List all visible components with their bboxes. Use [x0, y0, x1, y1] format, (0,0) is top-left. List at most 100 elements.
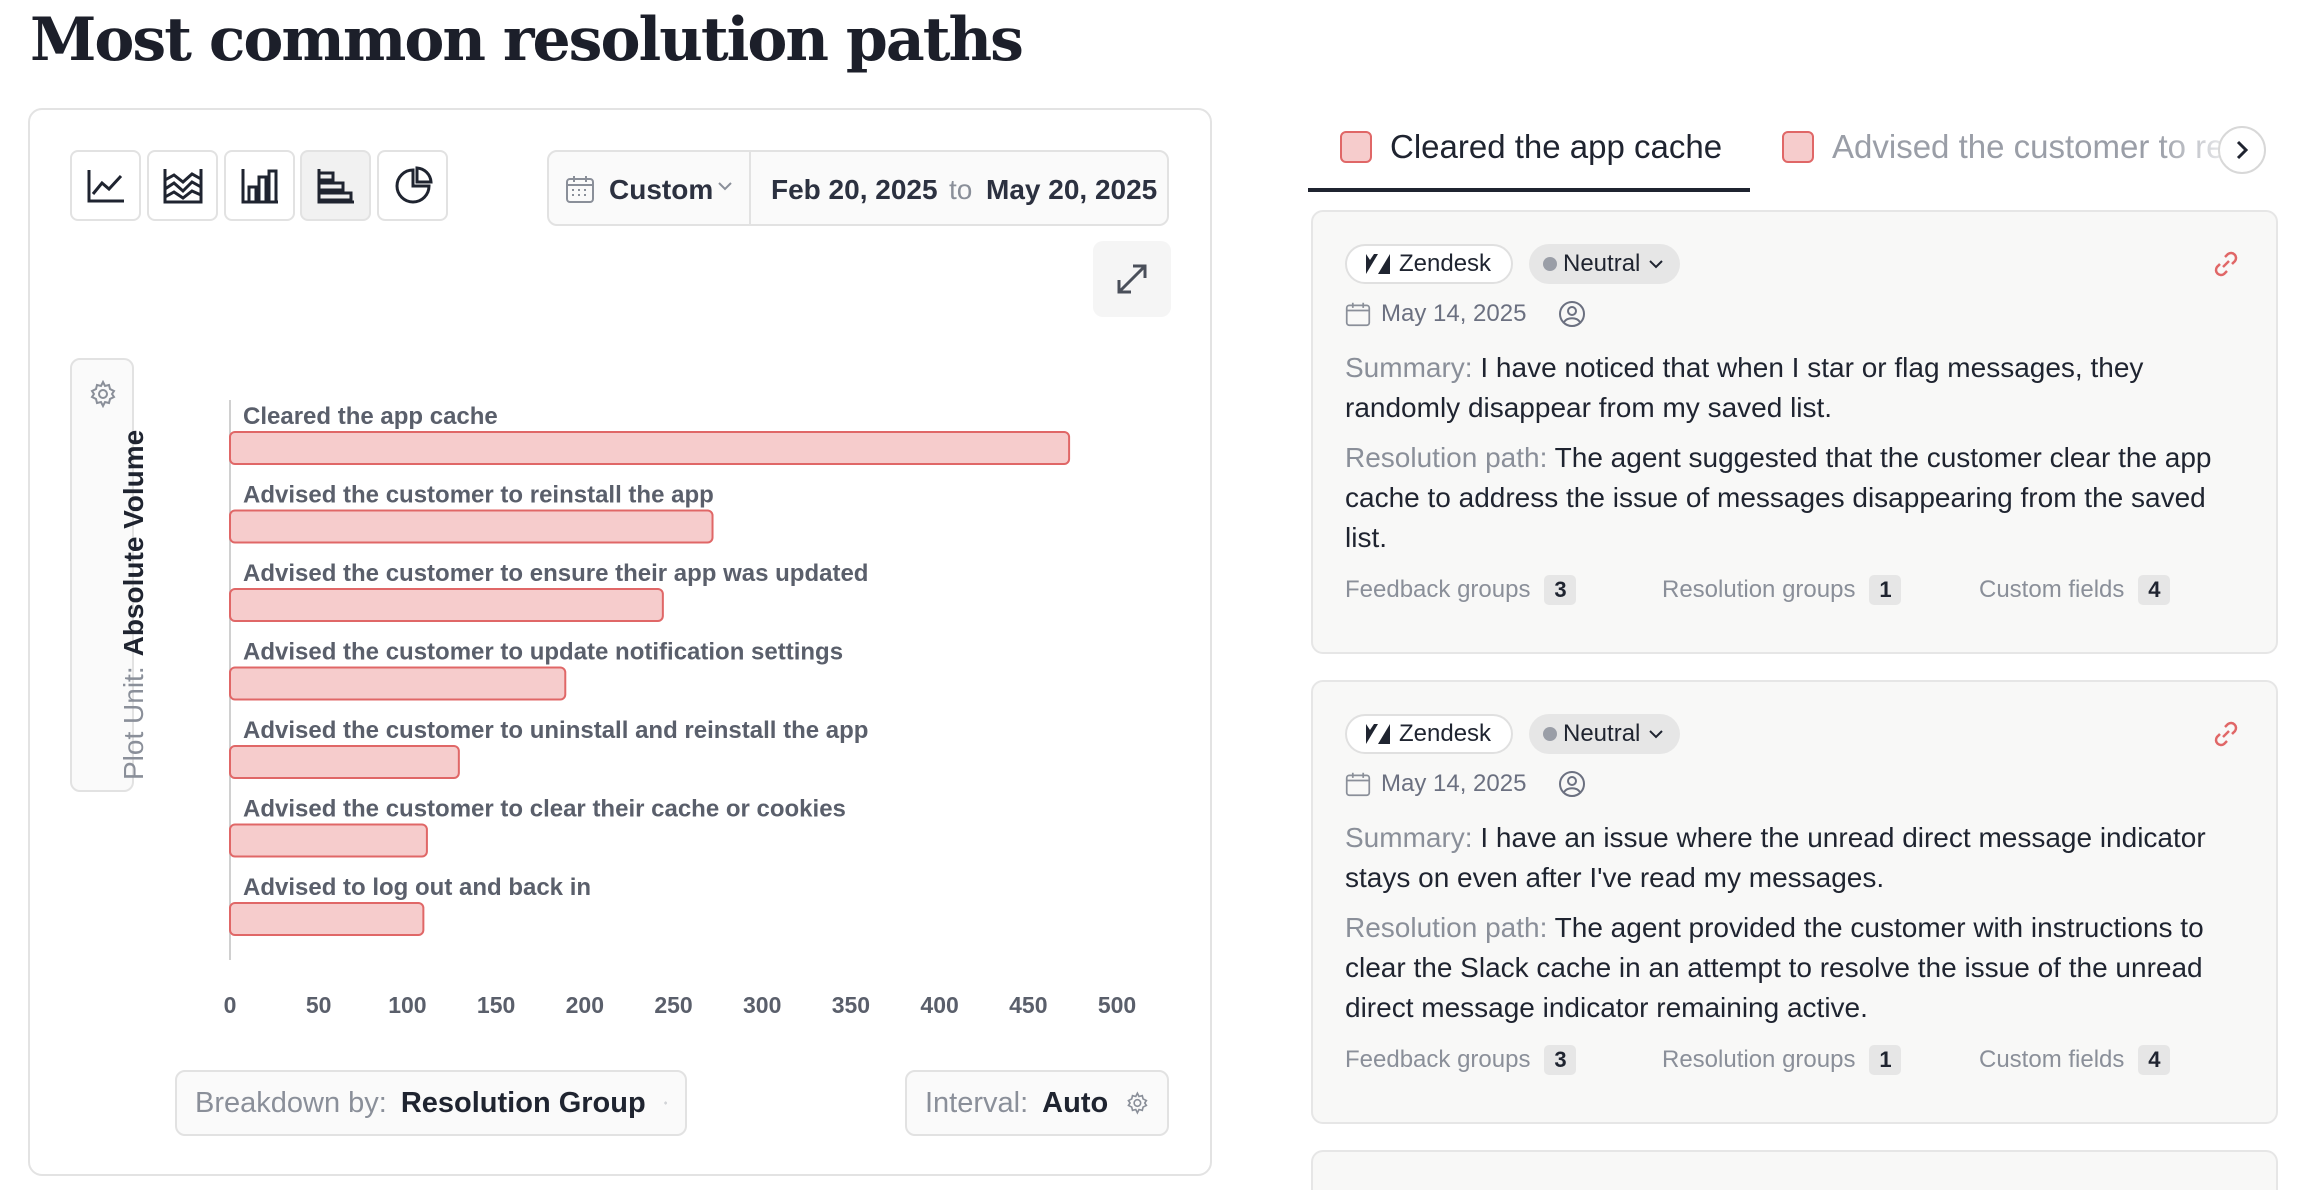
resolution-groups[interactable]: Resolution groups 1: [1662, 1045, 1902, 1075]
x-tick-label: 150: [477, 992, 515, 1018]
x-tick-label: 100: [388, 992, 426, 1018]
tab-cleared-app-cache[interactable]: Cleared the app cache: [1340, 128, 1722, 166]
category-label: Advised the customer to ensure their app…: [243, 560, 868, 587]
resolution-groups-label: Resolution groups: [1662, 1046, 1856, 1073]
card-date: May 14, 2025: [1381, 300, 1527, 327]
range-preset-select[interactable]: Custom: [609, 174, 714, 205]
feedback-groups[interactable]: Feedback groups 3: [1345, 575, 1577, 605]
feedback-groups-count: 3: [1544, 1045, 1577, 1075]
bar[interactable]: [229, 431, 1071, 465]
tabs-next-button[interactable]: [2218, 126, 2266, 174]
horizontal-bar-chart-button[interactable]: [300, 150, 371, 221]
gear-icon: [1127, 1091, 1148, 1115]
interval-value: Auto: [1042, 1086, 1109, 1119]
sentiment-select[interactable]: Neutral: [1529, 714, 1681, 754]
bar[interactable]: [229, 509, 714, 544]
x-tick-label: 300: [743, 992, 781, 1018]
active-tab-indicator: [1308, 188, 1750, 192]
divider: [749, 152, 751, 224]
bar[interactable]: [229, 823, 428, 858]
line-chart-button[interactable]: [70, 150, 141, 221]
custom-fields-count: 4: [2138, 1045, 2171, 1075]
link-icon[interactable]: [2212, 720, 2240, 748]
custom-fields-label: Custom fields: [1979, 576, 2125, 603]
sentiment-dot: [1543, 257, 1557, 271]
color-swatch: [1340, 131, 1372, 163]
chevron-down-icon: [718, 182, 732, 191]
x-tick-label: 500: [1098, 992, 1136, 1018]
date-range-picker[interactable]: Custom Feb 20, 2025 to May 20, 2025: [547, 150, 1169, 226]
bar[interactable]: [229, 902, 425, 936]
tab-label: Cleared the app cache: [1390, 128, 1723, 165]
custom-fields[interactable]: Custom fields 4: [1979, 1045, 2171, 1075]
expand-button[interactable]: [1093, 241, 1171, 317]
card-meta: May 14, 2025: [1345, 300, 1586, 328]
category-tabs: Cleared the app cache Advised the custom…: [1308, 108, 2278, 192]
bar[interactable]: [229, 745, 460, 779]
summary-label: Summary:: [1345, 352, 1473, 383]
pie-chart-button[interactable]: [377, 150, 448, 221]
card-resolution: Resolution path: The agent suggested tha…: [1345, 438, 2226, 558]
summary-text: I have noticed that when I star or flag …: [1345, 352, 2144, 423]
zendesk-icon: [1366, 254, 1390, 274]
interval-selector[interactable]: Interval: Auto: [905, 1070, 1169, 1136]
page-title: Most common resolution paths: [30, 5, 1024, 75]
chart-panel: [28, 108, 1212, 1176]
bar[interactable]: [229, 588, 664, 622]
x-tick-label: 450: [1009, 992, 1047, 1018]
feedback-groups-label: Feedback groups: [1345, 576, 1531, 603]
x-tick-label: 250: [654, 992, 692, 1018]
resolution-label: Resolution path:: [1345, 912, 1548, 943]
resolution-text: The agent provided the customer with ins…: [1345, 912, 2204, 1023]
category-label: Advised to log out and back in: [243, 874, 591, 901]
summary-label: Summary:: [1345, 822, 1473, 853]
user-icon: [1559, 771, 1586, 797]
area-chart-button[interactable]: [147, 150, 218, 221]
feedback-card[interactable]: [1311, 1150, 2278, 1190]
custom-fields[interactable]: Custom fields 4: [1979, 575, 2171, 605]
category-label: Advised the customer to reinstall the ap…: [243, 482, 714, 509]
source-badge: Zendesk: [1345, 714, 1514, 754]
resolution-groups-label: Resolution groups: [1662, 576, 1856, 603]
start-date[interactable]: Feb 20, 2025: [771, 174, 938, 205]
resolution-groups[interactable]: Resolution groups 1: [1662, 575, 1902, 605]
feedback-card[interactable]: Zendesk Neutral May 14, 2025 Summary: I …: [1311, 210, 2278, 654]
end-date[interactable]: May 20, 2025: [986, 174, 1158, 205]
breakdown-selector[interactable]: Breakdown by: Resolution Group: [175, 1070, 687, 1136]
user-icon: [1559, 301, 1586, 327]
breakdown-value: Resolution Group: [400, 1086, 646, 1119]
resolution-groups-count: 1: [1869, 1045, 1902, 1075]
sentiment-dot: [1543, 727, 1557, 741]
resolution-text: The agent suggested that the customer cl…: [1345, 442, 2212, 553]
source-name: Zendesk: [1399, 250, 1492, 277]
plot-unit-selector[interactable]: Plot Unit:Absolute Volume: [70, 358, 149, 792]
sentiment-value: Neutral: [1563, 720, 1641, 747]
category-label: Advised the customer to clear their cach…: [243, 796, 846, 823]
x-tick-label: 350: [832, 992, 870, 1018]
category-label: Advised the customer to update notificat…: [243, 639, 843, 666]
vertical-bar-chart-button[interactable]: [224, 150, 295, 221]
feedback-groups[interactable]: Feedback groups 3: [1345, 1045, 1577, 1075]
card-resolution: Resolution path: The agent provided the …: [1345, 908, 2226, 1028]
gear-icon: [90, 380, 116, 408]
bar[interactable]: [229, 666, 567, 701]
expand-icon: [1117, 264, 1147, 294]
calendar-icon: [1345, 302, 1371, 327]
feedback-groups-label: Feedback groups: [1345, 1046, 1531, 1073]
link-icon[interactable]: [2212, 250, 2240, 278]
resolution-label: Resolution path:: [1345, 442, 1548, 473]
calendar-icon: [1345, 772, 1371, 797]
summary-text: I have an issue where the unread direct …: [1345, 822, 2206, 893]
x-tick-label: 400: [920, 992, 958, 1018]
card-date: May 14, 2025: [1381, 770, 1527, 797]
custom-fields-label: Custom fields: [1979, 1046, 2125, 1073]
feedback-card[interactable]: Zendesk Neutral May 14, 2025 Summary: I …: [1311, 680, 2278, 1124]
x-tick-label: 50: [306, 992, 332, 1018]
zendesk-icon: [1366, 724, 1390, 744]
sentiment-select[interactable]: Neutral: [1529, 244, 1681, 284]
gear-icon: [663, 1101, 667, 1105]
line-chart-icon: [87, 169, 124, 202]
breakdown-label: Breakdown by:: [195, 1086, 387, 1119]
source-badge: Zendesk: [1345, 244, 1514, 284]
area-chart-icon: [163, 168, 202, 203]
